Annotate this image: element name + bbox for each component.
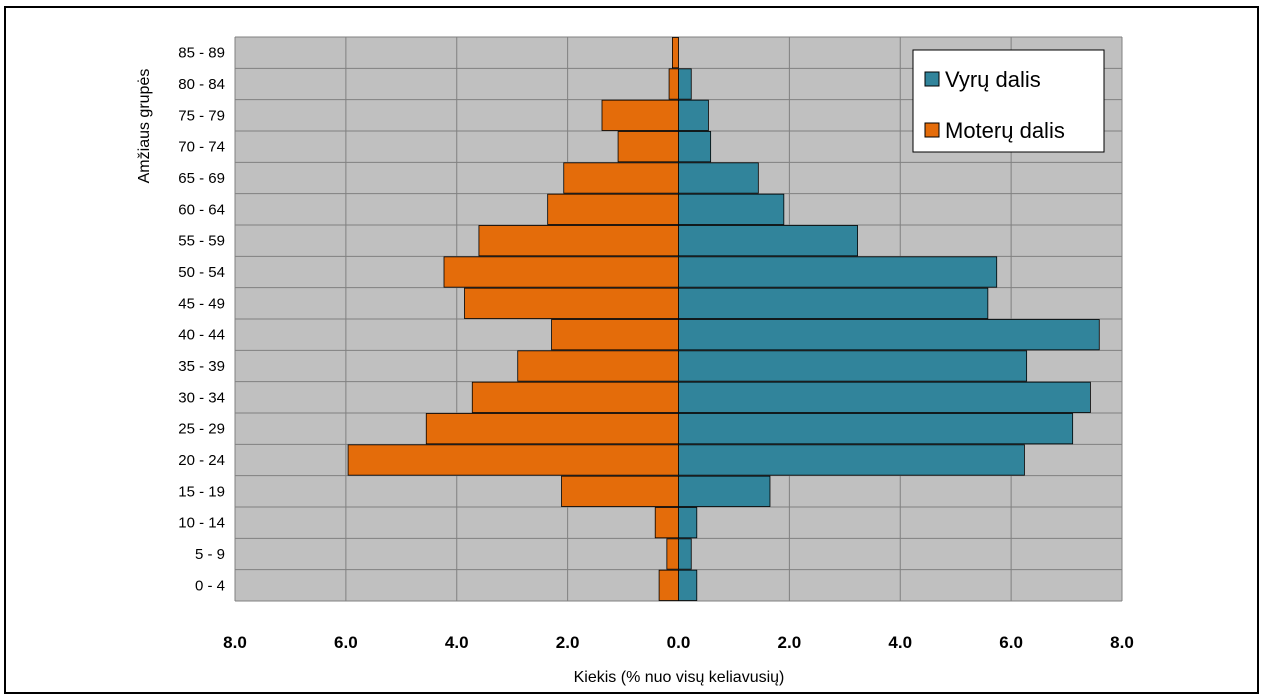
y-tick-label: 75 - 79	[178, 107, 225, 124]
x-tick-labels: 8.0 6.0 4.0 2.0 0.0 2.0 4.0 6.0 8.0	[223, 633, 1134, 652]
legend: Vyrų dalis Moterų dalis	[912, 49, 1105, 153]
x-tick-label: 0.0	[667, 633, 691, 652]
bar-men-25-29	[678, 413, 1074, 445]
y-tick-label: 5 - 9	[195, 546, 225, 563]
y-tick-label: 20 - 24	[178, 452, 225, 469]
bar-men-20-24	[678, 444, 1025, 476]
bar-men-45-49	[678, 287, 989, 319]
y-tick-label: 0 - 4	[195, 577, 225, 594]
bar-women-55-59	[478, 225, 679, 257]
legend-label-men: Vyrų dalis	[945, 67, 1041, 92]
bar-women-60-64	[547, 193, 679, 225]
chart-frame: 0 - 4 5 - 9 10 - 14 15 - 19 20 - 24 25 - 29 30…	[4, 6, 1259, 694]
y-tick-label: 85 - 89	[178, 45, 225, 62]
bar-men-15-19	[678, 475, 771, 507]
legend-swatch-men	[924, 71, 940, 87]
x-tick-label: 4.0	[888, 633, 912, 652]
bar-women-65-69	[563, 162, 679, 194]
bar-women-30-34	[471, 381, 679, 413]
bar-men-65-69	[678, 162, 759, 194]
bar-men-5-9	[678, 538, 692, 570]
y-tick-label: 45 - 49	[178, 295, 225, 312]
bar-women-50-54	[443, 256, 679, 288]
x-tick-label: 8.0	[1110, 633, 1134, 652]
y-tick-label: 70 - 74	[178, 139, 225, 156]
bar-women-20-24	[347, 444, 679, 476]
bar-women-25-29	[425, 413, 679, 445]
legend-box	[912, 49, 1105, 153]
y-tick-label: 40 - 44	[178, 327, 225, 344]
y-axis-title: Amžiaus grupės	[136, 69, 153, 184]
bar-women-70-74	[617, 131, 679, 163]
bar-women-85-89	[672, 37, 679, 69]
bar-women-40-44	[551, 319, 679, 351]
bar-women-35-39	[517, 350, 679, 382]
y-tick-label: 35 - 39	[178, 358, 225, 375]
x-tick-label: 6.0	[334, 633, 358, 652]
legend-swatch-women	[924, 122, 940, 138]
y-tick-label: 15 - 19	[178, 483, 225, 500]
bar-men-55-59	[678, 225, 858, 257]
y-tick-label: 30 - 34	[178, 389, 225, 406]
y-tick-label: 55 - 59	[178, 233, 225, 250]
bar-women-5-9	[666, 538, 679, 570]
y-tick-label: 10 - 14	[178, 515, 225, 532]
bar-women-15-19	[561, 475, 679, 507]
x-tick-label: 6.0	[999, 633, 1023, 652]
y-tick-label: 65 - 69	[178, 170, 225, 187]
bar-men-75-79	[678, 99, 709, 131]
bar-men-60-64	[678, 193, 785, 225]
bar-men-10-14	[678, 507, 698, 539]
x-axis-title: Kiekis (% nuo visų keliavusių)	[574, 669, 785, 686]
x-tick-label: 8.0	[223, 633, 247, 652]
bar-women-80-84	[668, 68, 679, 100]
x-tick-label: 4.0	[445, 633, 469, 652]
bar-women-75-79	[601, 99, 679, 131]
y-tick-labels: 0 - 4 5 - 9 10 - 14 15 - 19 20 - 24 25 - 29 30…	[178, 45, 225, 595]
y-tick-label: 60 - 64	[178, 201, 225, 218]
bar-men-50-54	[678, 256, 998, 288]
bar-men-0-4	[678, 569, 698, 601]
population-pyramid-chart: 0 - 4 5 - 9 10 - 14 15 - 19 20 - 24 25 - 29 30…	[136, 36, 1134, 686]
bar-men-35-39	[678, 350, 1028, 382]
y-tick-label: 50 - 54	[178, 264, 225, 281]
legend-label-women: Moterų dalis	[945, 118, 1065, 143]
y-tick-label: 25 - 29	[178, 421, 225, 438]
bar-men-40-44	[678, 319, 1100, 351]
bars	[347, 37, 1100, 601]
bar-men-30-34	[678, 381, 1091, 413]
bar-men-80-84	[678, 68, 692, 100]
bar-women-45-49	[464, 287, 679, 319]
bar-women-10-14	[654, 507, 679, 539]
bar-women-0-4	[658, 569, 679, 601]
bar-men-70-74	[678, 131, 712, 163]
y-tick-label: 80 - 84	[178, 76, 225, 93]
x-tick-label: 2.0	[778, 633, 802, 652]
x-tick-label: 2.0	[556, 633, 580, 652]
